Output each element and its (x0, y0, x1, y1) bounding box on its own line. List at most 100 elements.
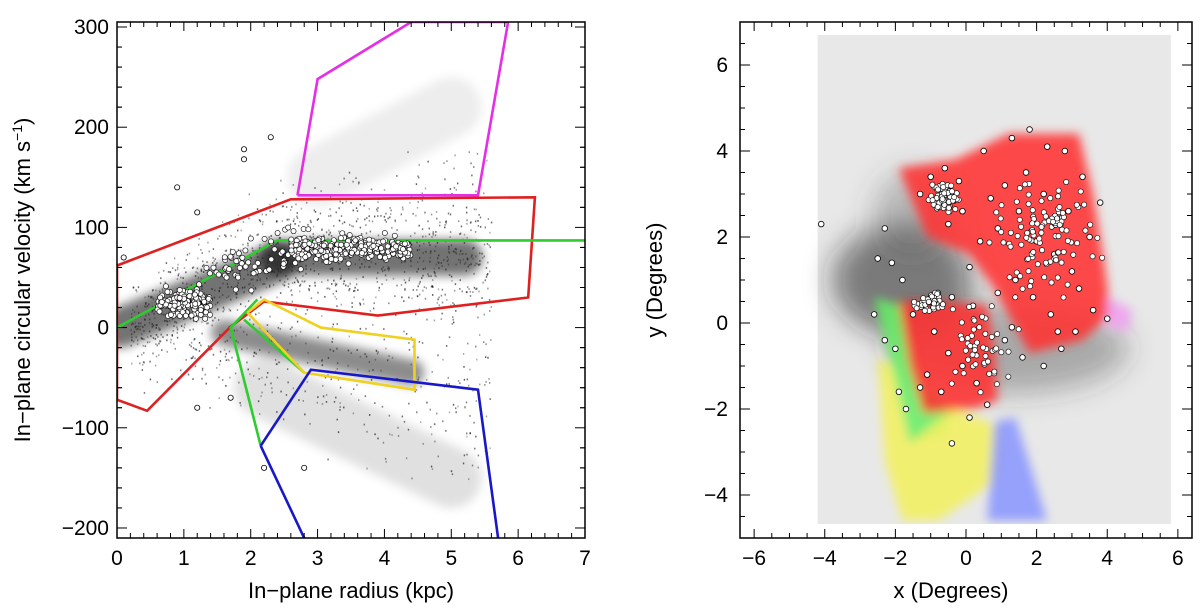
density-speck (191, 267, 194, 269)
density-speck (465, 432, 468, 435)
density-speck (229, 336, 232, 339)
density-speck (348, 289, 350, 292)
density-speck (436, 217, 438, 220)
density-speck (295, 277, 297, 279)
sky-cluster-point (1036, 235, 1043, 242)
density-speck (158, 271, 160, 274)
density-speck (452, 250, 455, 253)
density-speck (277, 270, 280, 273)
density-speck (176, 331, 178, 334)
density-speck (233, 253, 235, 256)
density-speck (370, 379, 373, 381)
density-speck (389, 433, 391, 436)
density-speck (418, 307, 421, 310)
density-speck (293, 281, 296, 284)
density-speck (403, 271, 406, 273)
density-speck (464, 261, 467, 264)
density-speck (466, 378, 469, 381)
density-speck (140, 322, 142, 325)
density-speck (313, 209, 316, 212)
sky-cluster-point (965, 356, 972, 363)
sky-cluster-point (1029, 207, 1036, 214)
density-speck (489, 447, 491, 450)
density-speck (133, 331, 136, 333)
density-speck (226, 296, 228, 299)
density-speck (424, 297, 427, 300)
sky-cluster-point (1055, 187, 1062, 194)
density-speck (156, 344, 158, 347)
sky-cluster-point (949, 306, 956, 313)
velocity-point (254, 260, 261, 266)
density-speck (259, 244, 261, 247)
density-speck (452, 316, 454, 318)
sky-cluster-point (1006, 274, 1013, 281)
density-band-low-halo (234, 357, 482, 508)
sky-cluster-point (1039, 247, 1045, 254)
density-speck (190, 341, 193, 344)
density-speck (134, 326, 137, 329)
density-speck (447, 376, 449, 379)
density-speck (418, 163, 420, 166)
density-speck (330, 214, 332, 217)
density-speck (186, 253, 189, 256)
velocity-point (295, 255, 302, 262)
density-speck (262, 283, 264, 285)
density-speck (473, 246, 475, 249)
density-speck (408, 296, 410, 299)
density-speck (389, 216, 391, 219)
velocity-point (342, 250, 349, 257)
density-speck (443, 259, 445, 261)
density-speck (305, 342, 307, 345)
sky-cluster-point (925, 298, 932, 305)
density-speck (180, 276, 182, 279)
density-speck (298, 399, 300, 401)
density-speck (401, 415, 404, 418)
density-speck (287, 266, 290, 268)
density-speck (405, 457, 408, 460)
density-speck (487, 287, 489, 290)
density-speck (455, 411, 457, 414)
density-speck (332, 350, 335, 352)
density-speck (486, 159, 488, 162)
density-speck (155, 326, 157, 329)
density-speck (453, 167, 455, 170)
density-speck (295, 334, 297, 337)
density-speck (174, 321, 176, 323)
density-speck (352, 412, 355, 415)
density-speck (377, 215, 379, 217)
density-speck (336, 347, 338, 350)
density-speck (446, 160, 448, 162)
velocity-point (203, 265, 210, 271)
density-speck (195, 271, 197, 273)
density-speck (269, 210, 271, 212)
density-speck (427, 273, 429, 276)
velocity-outlier-point (301, 464, 308, 471)
density-speck (489, 246, 492, 249)
density-speck (423, 242, 425, 245)
velocity-point (235, 274, 242, 281)
density-speck (355, 177, 357, 180)
density-speck (321, 281, 323, 283)
density-speck (359, 226, 362, 229)
density-speck (283, 281, 286, 283)
sky-point (1044, 143, 1051, 150)
density-speck (424, 187, 427, 190)
velocity-outlier-point (241, 156, 248, 163)
density-speck (427, 220, 429, 223)
density-speck (356, 349, 358, 351)
density-speck (387, 359, 389, 362)
density-speck (208, 268, 211, 271)
density-speck (364, 218, 366, 221)
density-speck (310, 221, 312, 224)
density-speck (489, 270, 491, 273)
density-speck (485, 343, 487, 346)
density-speck (254, 288, 257, 290)
density-speck (151, 325, 154, 328)
density-speck (218, 290, 220, 292)
density-speck (329, 196, 332, 199)
sky-point (1012, 276, 1019, 284)
density-speck (471, 254, 473, 257)
density-speck (268, 284, 271, 287)
density-speck (263, 283, 266, 285)
sky-point (1008, 134, 1016, 142)
